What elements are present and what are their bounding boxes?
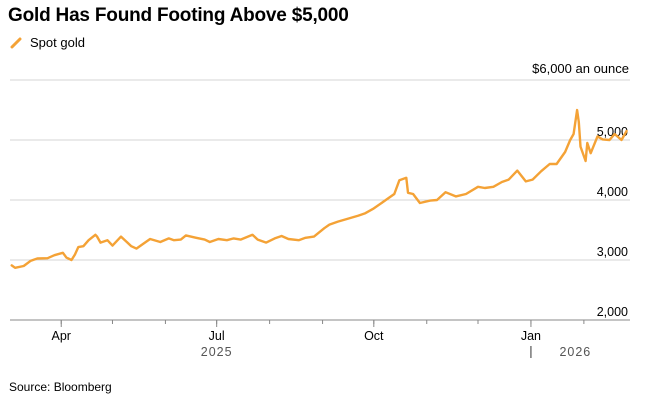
- x-tick-label: Jan: [521, 329, 541, 343]
- source-note: Source: Bloomberg: [9, 380, 112, 394]
- x-tick-label: Jul: [209, 329, 225, 343]
- y-axis-unit-label: $6,000 an ounce: [532, 61, 629, 76]
- year-label: 2026: [559, 345, 591, 359]
- y-tick-label: 4,000: [597, 185, 628, 199]
- x-tick-label: Apr: [52, 329, 71, 343]
- y-tick-label: 3,000: [597, 245, 628, 259]
- series-line-spot-gold: [10, 108, 628, 269]
- y-tick-label: 5,000: [597, 125, 628, 139]
- legend-swatch-icon: [10, 37, 22, 48]
- chart-title: Gold Has Found Footing Above $5,000: [8, 5, 349, 26]
- legend: Spot gold: [10, 35, 85, 50]
- legend-label: Spot gold: [30, 35, 85, 50]
- x-tick-label: Oct: [364, 329, 384, 343]
- year-label: 2025: [201, 345, 233, 359]
- y-tick-label: 2,000: [597, 305, 628, 319]
